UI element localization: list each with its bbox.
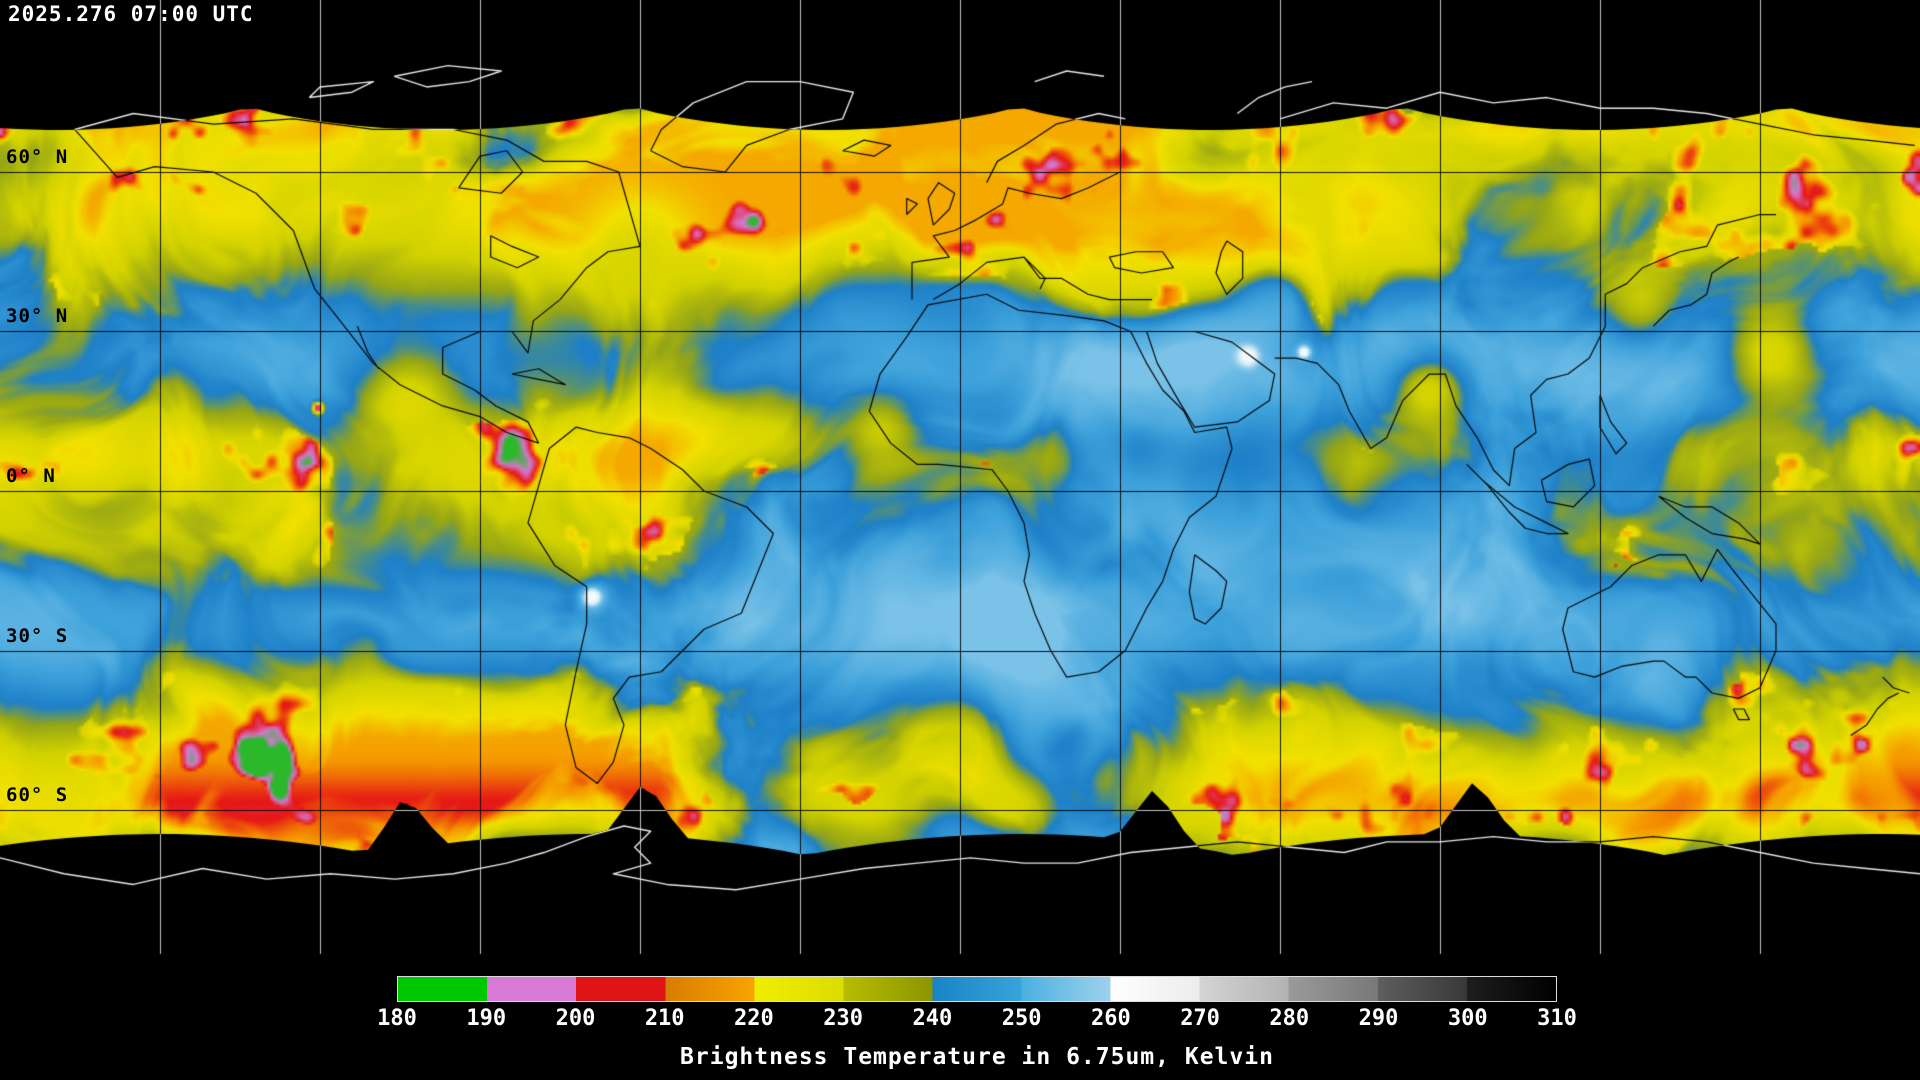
timestamp: 2025.276 07:00 UTC xyxy=(8,2,254,26)
lat-label-eq: 0° N xyxy=(6,465,56,487)
lat-label-60n: 60° N xyxy=(6,145,69,168)
colorbar-tick: 230 xyxy=(823,1006,864,1031)
colorbar-tick: 290 xyxy=(1358,1006,1399,1031)
colorbar-tick: 240 xyxy=(912,1006,953,1031)
lat-label-30n: 30° N xyxy=(6,305,69,328)
colorbar-ticks: 180 190 200 210 220 230 240 250 260 270 280 290 300 3… xyxy=(377,1002,1577,1032)
colorbar-caption: Brightness Temperature in 6.75um, Kelvin xyxy=(680,1044,1274,1070)
colorbar-tick: 250 xyxy=(1001,1006,1042,1031)
colorbar-tick: 260 xyxy=(1090,1006,1131,1031)
colorbar-gradient xyxy=(397,976,1557,1002)
colorbar-tick: 200 xyxy=(555,1006,596,1031)
colorbar-tick: 190 xyxy=(466,1006,507,1031)
colorbar-tick: 180 xyxy=(377,1006,417,1031)
colorbar: 180 190 200 210 220 230 240 250 260 270 280 290 300 3… xyxy=(377,976,1577,1032)
colorbar-tick: 280 xyxy=(1269,1006,1310,1031)
lat-label-60s: 60° S xyxy=(6,784,69,806)
colorbar-tick: 220 xyxy=(734,1006,774,1031)
colorbar-tick: 310 xyxy=(1537,1006,1577,1031)
colorbar-tick: 300 xyxy=(1447,1006,1488,1031)
lat-label-30s: 30° S xyxy=(6,624,69,647)
colorbar-tick: 210 xyxy=(644,1006,685,1031)
colorbar-tick: 270 xyxy=(1180,1006,1220,1031)
